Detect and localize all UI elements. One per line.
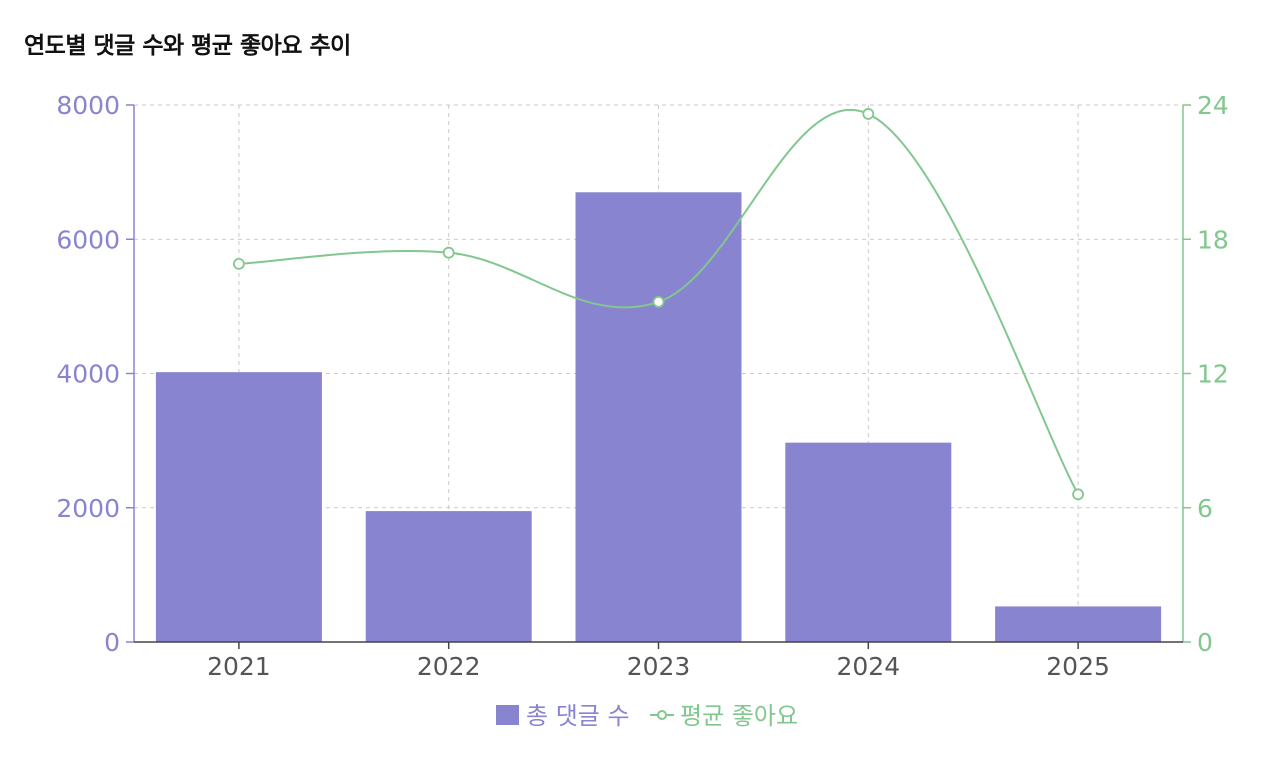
- line-point: [232, 257, 245, 270]
- y-right-tick-label: 6: [1197, 494, 1213, 523]
- line-point: [652, 295, 665, 308]
- axes: 0 2000 4000 6000 8000 0 6 12 18 24 2021 2022 2023 202…: [56, 91, 1228, 681]
- y-left-tick-label: 4000: [56, 360, 120, 389]
- y-right-tick-label: 0: [1197, 628, 1213, 657]
- legend-label-bar: 총 댓글 수: [526, 702, 630, 730]
- x-tick-label: 2024: [836, 652, 900, 681]
- x-tick-label: 2025: [1046, 652, 1110, 681]
- x-tick-label: 2022: [417, 652, 481, 681]
- legend-swatch-bar: [496, 705, 519, 725]
- bar: [155, 372, 322, 642]
- bar: [365, 511, 532, 642]
- y-left-tick-label: 6000: [56, 225, 120, 254]
- line-point: [862, 108, 875, 120]
- y-right-tick-label: 12: [1197, 360, 1229, 389]
- x-tick-label: 2021: [207, 652, 271, 681]
- bar-series: [155, 192, 1162, 642]
- chart-title: 연도별 댓글 수와 평균 좋아요 추이: [24, 33, 351, 59]
- bar: [995, 606, 1162, 642]
- line-series: [232, 108, 1084, 501]
- y-left-tick-label: 2000: [56, 494, 120, 523]
- legend: 총 댓글 수 평균 좋아요: [496, 702, 798, 730]
- bar: [785, 442, 952, 642]
- bar: [575, 192, 742, 642]
- y-left-tick-label: 8000: [56, 91, 120, 120]
- y-left-tick-label: 0: [104, 628, 120, 657]
- legend-swatch-point: [657, 710, 667, 720]
- line-point: [442, 246, 455, 259]
- y-right-tick-label: 18: [1197, 225, 1229, 254]
- legend-label-line: 평균 좋아요: [680, 702, 798, 730]
- y-right-tick-label: 24: [1197, 91, 1229, 120]
- x-tick-label: 2023: [627, 652, 691, 681]
- line-point: [1072, 488, 1084, 501]
- line-path: [238, 109, 1079, 495]
